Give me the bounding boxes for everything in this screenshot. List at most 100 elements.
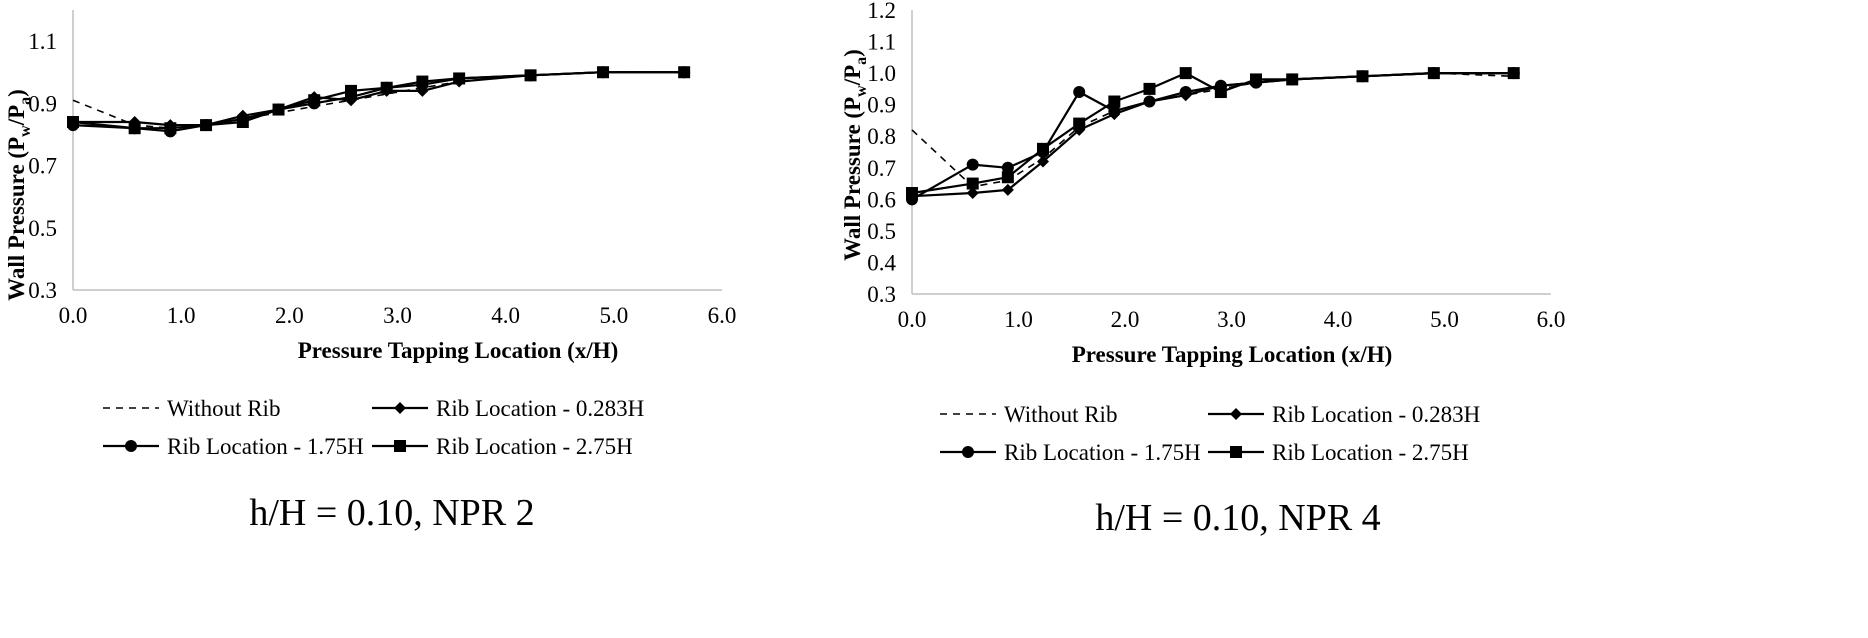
data-point — [678, 66, 691, 79]
legend: Without Rib Rib Location - 0.283H Rib Loca… — [103, 396, 644, 459]
data-point — [597, 66, 610, 79]
x-tick-label: 5.0 — [599, 303, 628, 328]
data-point — [1249, 73, 1262, 86]
series-rib-location-2-75h — [67, 66, 691, 135]
data-point — [1143, 95, 1156, 108]
x-axis-title: Pressure Tapping Location (x/H) — [1072, 342, 1393, 367]
data-point — [1143, 82, 1156, 95]
y-axis-title: Wall Pressure (Pw/Pa) — [840, 49, 870, 261]
data-point — [906, 187, 918, 200]
data-point — [67, 116, 79, 128]
data-point — [1073, 117, 1086, 130]
data-point — [308, 94, 321, 107]
series-line — [73, 71, 685, 127]
data-point — [1356, 70, 1369, 83]
data-point — [966, 158, 979, 171]
data-point — [966, 177, 979, 190]
series-rib-location-2-75h — [906, 67, 1520, 200]
x-tick-label: 0.0 — [898, 307, 927, 332]
y-tick-label: 1.1 — [867, 30, 896, 55]
data-point — [1073, 86, 1086, 99]
y-tick-label: 1.1 — [28, 29, 57, 54]
y-tick-label: 0.8 — [867, 124, 896, 149]
legend-label: Rib Location - 2.75H — [1272, 440, 1469, 465]
data-point — [1286, 73, 1299, 86]
legend-marker — [394, 440, 406, 452]
data-point — [1179, 86, 1192, 99]
data-point — [1036, 155, 1049, 168]
legend-item: Without Rib — [103, 396, 280, 421]
data-point — [200, 119, 213, 132]
x-tick-label: 6.0 — [1537, 307, 1566, 332]
legend-item: Rib Location - 0.283H — [1208, 402, 1480, 427]
legend-label: Without Rib — [1004, 402, 1117, 427]
legend-label: Rib Location - 2.75H — [436, 434, 633, 459]
plot-area: 0.3 0.4 0.5 0.6 0.7 0.8 0.9 1.0 1.1 1.2 0.0 1.0 2.0 3… — [867, 0, 1565, 332]
data-point — [1179, 67, 1192, 80]
x-tick-label: 4.0 — [491, 303, 520, 328]
legend-item: Rib Location - 2.75H — [1208, 440, 1469, 465]
chart-npr4: Wall Pressure (Pw/Pa) Pressure Tapping L… — [840, 0, 1565, 539]
svg-text:Wall Pressure (Pw/Pa): Wall Pressure (Pw/Pa) — [4, 89, 34, 301]
data-point — [128, 122, 141, 135]
chart-caption: h/H = 0.10, NPR 4 — [1095, 497, 1380, 539]
y-axis-title: Wall Pressure (Pw/Pa) — [4, 89, 34, 301]
x-tick-label: 3.0 — [383, 303, 412, 328]
data-point — [164, 122, 177, 135]
data-point — [1001, 171, 1014, 184]
data-point — [1036, 142, 1049, 155]
legend-item: Rib Location - 2.75H — [372, 434, 633, 459]
chart-npr2: Wall Pressure (Pw/Pa) Pressure Tapping L… — [4, 10, 736, 534]
legend-marker — [962, 446, 974, 458]
series-rib-location-0-283h — [67, 66, 691, 132]
legend-label: Rib Location - 1.75H — [167, 434, 364, 459]
data-point — [453, 72, 466, 85]
data-point — [1214, 86, 1227, 99]
data-point — [1073, 123, 1086, 136]
legend-item: Rib Location - 1.75H — [940, 440, 1201, 465]
y-tick-label: 0.3 — [867, 282, 896, 307]
plot-area: 0.3 0.5 0.7 0.9 1.1 0.0 1.0 2.0 3.0 4.0 5.0 6.0 — [28, 10, 736, 328]
data-point — [1507, 67, 1520, 80]
svg-text:Wall Pressure (Pw/Pa): Wall Pressure (Pw/Pa) — [840, 49, 870, 261]
series-without-rib — [72, 71, 685, 129]
x-tick-label: 5.0 — [1430, 307, 1459, 332]
legend-marker — [1230, 408, 1242, 420]
legend-marker — [1230, 446, 1242, 458]
x-tick-label: 6.0 — [708, 303, 737, 328]
y-tick-label: 0.6 — [867, 187, 896, 212]
y-tick-label: 0.5 — [867, 219, 896, 244]
y-tick-label: 0.4 — [867, 250, 896, 275]
y-tick-label: 0.9 — [28, 91, 57, 116]
legend-marker — [394, 402, 406, 414]
legend-item: Rib Location - 1.75H — [103, 434, 364, 459]
data-point — [966, 187, 979, 200]
x-tick-label: 2.0 — [275, 303, 304, 328]
data-point — [1001, 161, 1014, 174]
legend-label: Rib Location - 1.75H — [1004, 440, 1201, 465]
x-axis-title: Pressure Tapping Location (x/H) — [298, 338, 619, 363]
data-point — [272, 103, 285, 116]
legend-label: Rib Location - 0.283H — [1272, 402, 1480, 427]
data-point — [524, 69, 537, 82]
data-point — [1427, 67, 1440, 80]
legend-label: Rib Location - 0.283H — [436, 396, 644, 421]
y-tick-label: 0.3 — [28, 278, 57, 303]
x-tick-label: 2.0 — [1111, 307, 1140, 332]
x-tick-label: 4.0 — [1324, 307, 1353, 332]
chart-caption: h/H = 0.10, NPR 2 — [249, 492, 534, 534]
legend-label: Without Rib — [167, 396, 280, 421]
series-line — [72, 71, 685, 129]
data-point — [416, 75, 429, 88]
x-tick-label: 1.0 — [167, 303, 196, 328]
series-line — [72, 71, 685, 130]
y-tick-label: 0.7 — [867, 156, 896, 181]
data-point — [1108, 95, 1121, 108]
legend-marker — [125, 440, 137, 452]
x-tick-label: 0.0 — [59, 303, 88, 328]
legend-item: Without Rib — [940, 402, 1117, 427]
y-tick-label: 1.0 — [867, 61, 896, 86]
data-point — [380, 81, 393, 94]
y-tick-label: 0.9 — [867, 93, 896, 118]
